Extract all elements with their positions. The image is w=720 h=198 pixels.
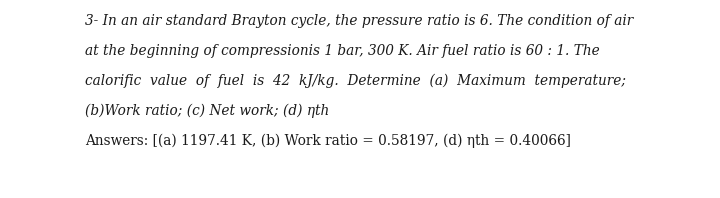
Text: at the beginning of compressionis 1 bar, 300 K. Air fuel ratio is 60 : 1. The: at the beginning of compressionis 1 bar,… — [85, 44, 600, 58]
Text: Answers: [(a) 1197.41 K, (b) Work ratio = 0.58197, (d) ηth = 0.40066]: Answers: [(a) 1197.41 K, (b) Work ratio … — [85, 134, 571, 148]
Text: 3- In an air standard Brayton cycle, the pressure ratio is 6. The condition of a: 3- In an air standard Brayton cycle, the… — [85, 14, 634, 28]
Text: (b)Work ratio; (c) Net work; (d) ηth: (b)Work ratio; (c) Net work; (d) ηth — [85, 104, 329, 118]
Text: calorific  value  of  fuel  is  42  kJ/kg.  Determine  (a)  Maximum  temperature: calorific value of fuel is 42 kJ/kg. Det… — [85, 74, 626, 88]
